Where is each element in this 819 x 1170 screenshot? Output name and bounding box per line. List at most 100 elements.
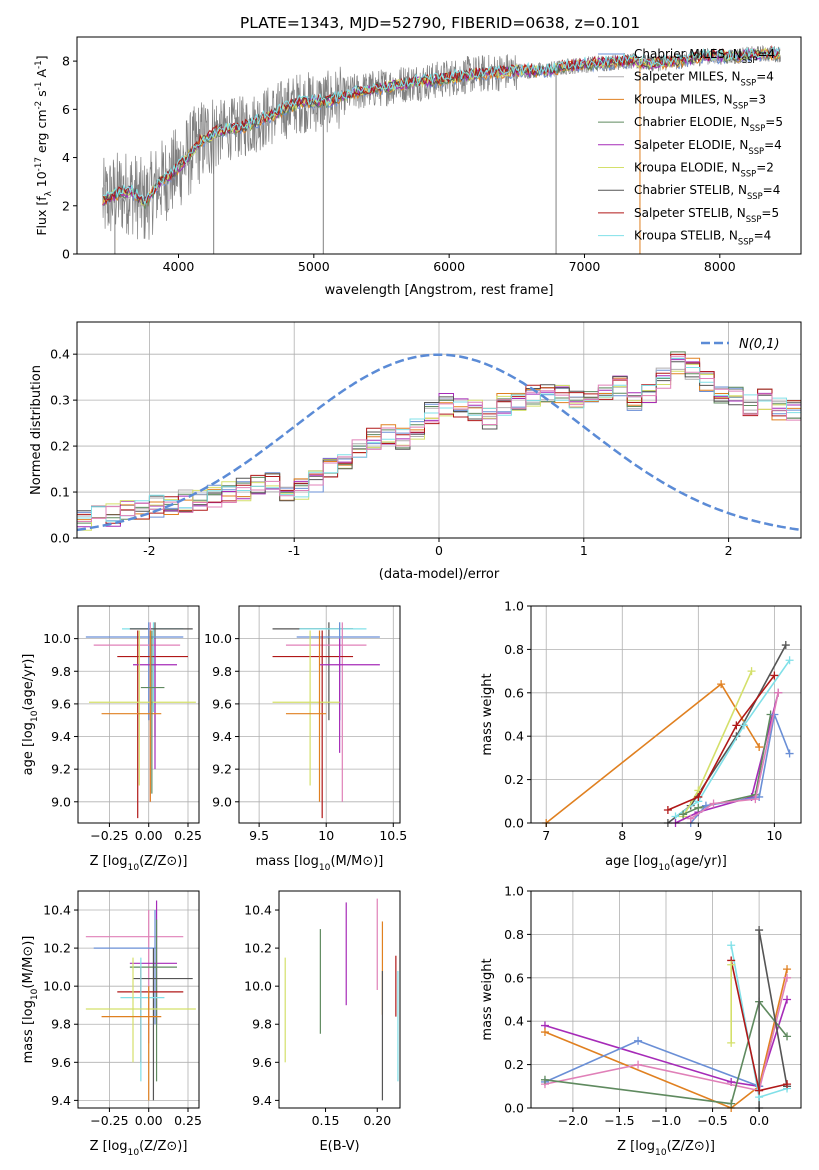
x-tick-label: 0.25	[174, 1113, 202, 1128]
normal-reference-curve	[77, 353, 801, 532]
y-tick-label: 9.2	[212, 762, 232, 777]
x-tick-label: −1.5	[604, 1113, 634, 1128]
x-axis-label: Z [log10(Z/Z⊙)]	[90, 854, 188, 873]
mass-weight-vs-metallicity-panel: −2.0 −1.5 −1.0 −0.5 0.0 0.0 0.2 0.4 0.6 0.8 1.0 Z […	[480, 884, 802, 1158]
y-tick-label: 9.4	[252, 1093, 272, 1108]
residual-histogram-panel: -2 -1 0 1 2 0.0 0.1 0.2 0.3 0.4 (data-model)/error…	[29, 321, 802, 582]
y-tick-label: 10.0	[244, 979, 272, 994]
histogram-step	[77, 355, 801, 522]
y-tick-label: 9.4	[51, 729, 71, 744]
y-tick-label: 9.0	[212, 794, 232, 809]
y-tick-label: 9.0	[51, 794, 71, 809]
y-tick-label: 0.2	[504, 1057, 524, 1072]
series-marker	[686, 814, 695, 823]
y-tick-label: 1.0	[504, 599, 524, 614]
y-tick-label: 0.4	[504, 1014, 524, 1029]
series-marker	[783, 995, 792, 1004]
series-marker	[727, 941, 736, 950]
legend-label: Salpeter MILES, NSSP=4	[634, 70, 774, 88]
series-marker	[727, 1038, 736, 1047]
series-marker	[755, 1086, 764, 1095]
y-tick-label: 0.1	[50, 485, 70, 500]
mass-vs-metallicity-panel: −0.25 0.00 0.25 9.4 9.6 9.8 10.0 10.2 10.4 Z [log…	[21, 890, 202, 1158]
axes-frame	[278, 890, 401, 1109]
x-tick-label: 7	[542, 828, 550, 843]
x-tick-label: −0.5	[697, 1113, 727, 1128]
y-tick-label: 10.0	[43, 979, 71, 994]
x-axis-label: Z [log10(Z/Z⊙)]	[90, 1139, 188, 1158]
legend-label: Kroupa ELODIE, NSSP=2	[634, 161, 774, 179]
y-tick-label: 10.2	[244, 941, 272, 956]
y-tick-label: 0.8	[504, 642, 524, 657]
x-tick-label: 9	[694, 828, 702, 843]
mass-weight-vs-age-panel: 7 8 9 10 0.0 0.2 0.4 0.6 0.8 1.0 age [log10(age/yr…	[480, 599, 802, 873]
axes-frame	[77, 605, 200, 824]
y-tick-label: 9.4	[51, 1093, 71, 1108]
axes-frame	[76, 36, 802, 255]
x-tick-label: 8	[618, 828, 626, 843]
y-axis-label: mass weight	[480, 673, 495, 755]
x-tick-label: 0.20	[363, 1113, 391, 1128]
y-tick-label: 10.4	[43, 903, 71, 918]
model-spectrum-line	[102, 46, 781, 206]
x-tick-label: 9.5	[249, 828, 269, 843]
x-axis-label: Z [log10(Z/Z⊙)]	[617, 1139, 715, 1158]
series-line	[544, 999, 788, 1088]
x-tick-label: 0.0	[749, 1113, 769, 1128]
series-marker	[755, 743, 764, 752]
y-tick-label: 0.4	[504, 729, 524, 744]
series-marker	[709, 799, 718, 808]
axes-frame	[238, 605, 401, 824]
x-tick-label: 8000	[704, 259, 736, 274]
series-marker	[783, 1032, 792, 1041]
x-tick-label: -1	[288, 543, 300, 558]
y-tick-label: 9.8	[212, 664, 232, 679]
y-tick-label: 4	[62, 150, 70, 165]
y-tick-label: 0.3	[50, 393, 70, 408]
series-line	[690, 692, 779, 820]
x-axis-label: mass [log10(M/M⊙)]	[256, 854, 384, 873]
y-tick-label: 10.4	[244, 903, 272, 918]
y-tick-label: 0.2	[50, 439, 70, 454]
series-marker	[634, 1060, 643, 1069]
series-marker	[785, 656, 794, 665]
series-line	[544, 999, 788, 1105]
series-marker	[540, 1075, 549, 1084]
y-tick-label: 9.6	[212, 696, 232, 711]
series-marker	[717, 680, 726, 689]
y-tick-label: 8	[62, 54, 70, 69]
y-tick-label: 0.0	[504, 816, 524, 831]
figure-title: PLATE=1343, MJD=52790, FIBERID=0638, z=0…	[240, 14, 640, 32]
y-tick-label: 10.0	[204, 631, 232, 646]
x-tick-label: 1	[580, 543, 588, 558]
y-axis-label: Normed distribution	[29, 365, 44, 495]
series-marker	[663, 805, 672, 814]
y-tick-label: 0.4	[50, 347, 70, 362]
series-marker	[781, 641, 790, 650]
y-tick-label: 9.8	[51, 1017, 71, 1032]
x-tick-label: 4000	[163, 259, 195, 274]
y-tick-label: 0.2	[504, 772, 524, 787]
series-marker	[774, 688, 783, 697]
series-marker	[727, 1099, 736, 1108]
series-marker	[770, 671, 779, 680]
x-axis-label: age [log10(age/yr)]	[605, 854, 727, 873]
series-marker	[732, 721, 741, 730]
y-tick-label: 9.6	[51, 1055, 71, 1070]
series-marker	[727, 960, 736, 969]
series-marker	[785, 749, 794, 758]
x-tick-label: 10.5	[379, 828, 407, 843]
x-tick-label: 0.00	[135, 1113, 163, 1128]
series-marker	[540, 1028, 549, 1037]
legend-label: Kroupa STELIB, NSSP=4	[634, 229, 771, 247]
y-tick-label: 10.2	[43, 941, 71, 956]
y-axis-label: age [log10(age/yr)]	[21, 654, 40, 776]
x-tick-label: 0	[435, 543, 443, 558]
y-tick-label: 9.2	[51, 762, 71, 777]
legend-label: Chabrier ELODIE, NSSP=5	[634, 115, 783, 133]
x-tick-label: 10	[318, 828, 334, 843]
histogram-step	[77, 358, 801, 522]
axes-frame	[530, 605, 802, 824]
y-tick-label: 10.0	[43, 631, 71, 646]
